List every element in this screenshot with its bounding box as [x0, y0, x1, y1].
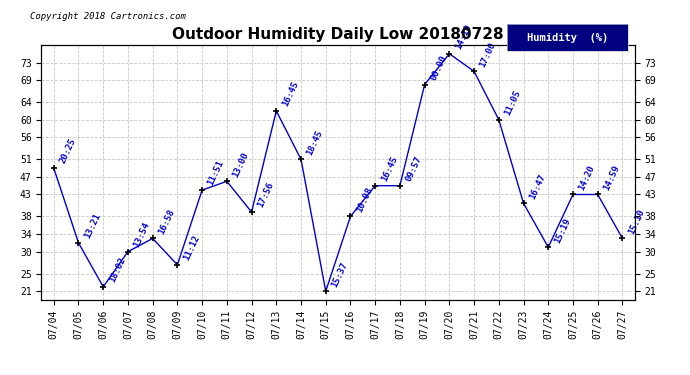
Text: 16:45: 16:45: [280, 80, 300, 108]
Text: 18:45: 18:45: [305, 128, 325, 156]
Text: 14:10: 14:10: [453, 23, 473, 51]
Text: 11:12: 11:12: [181, 234, 201, 262]
Text: 17:00: 17:00: [478, 40, 497, 69]
Text: 11:51: 11:51: [206, 159, 226, 187]
Text: 16:45: 16:45: [380, 155, 399, 183]
Text: 10:08: 10:08: [355, 186, 374, 214]
Text: 17:56: 17:56: [256, 181, 275, 209]
Text: 15:10: 15:10: [627, 207, 646, 236]
Text: 00:00: 00:00: [428, 54, 448, 82]
Title: Outdoor Humidity Daily Low 20180728: Outdoor Humidity Daily Low 20180728: [172, 27, 504, 42]
Text: 15:37: 15:37: [330, 260, 349, 288]
Text: 18:02: 18:02: [108, 256, 127, 284]
Text: Humidity  (%): Humidity (%): [527, 33, 608, 42]
Text: Copyright 2018 Cartronics.com: Copyright 2018 Cartronics.com: [30, 12, 186, 21]
Text: 14:59: 14:59: [602, 164, 622, 192]
Text: 15:19: 15:19: [553, 216, 572, 244]
Text: 16:47: 16:47: [528, 172, 547, 201]
Text: 11:05: 11:05: [503, 89, 522, 117]
Text: 09:57: 09:57: [404, 155, 424, 183]
Text: 14:20: 14:20: [577, 164, 597, 192]
Text: 13:21: 13:21: [83, 212, 102, 240]
Text: 13:00: 13:00: [231, 150, 250, 178]
Text: 13:54: 13:54: [132, 221, 152, 249]
Text: 16:58: 16:58: [157, 207, 177, 236]
Text: 20:25: 20:25: [58, 137, 77, 165]
